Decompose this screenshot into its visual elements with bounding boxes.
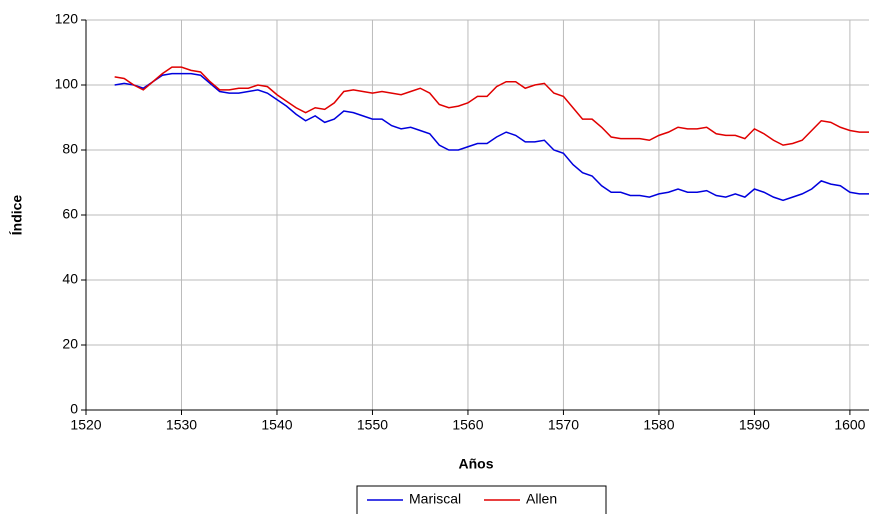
- x-tick-label: 1520: [70, 417, 101, 433]
- series-line: [114, 66, 869, 146]
- y-tick-label: 120: [55, 11, 79, 27]
- y-tick-label: 60: [62, 206, 78, 222]
- x-tick-label: 1570: [548, 417, 579, 433]
- legend-label: Allen: [526, 491, 557, 507]
- y-tick-label: 20: [62, 336, 78, 352]
- x-tick-label: 1600: [834, 417, 865, 433]
- y-tick-label: 40: [62, 271, 78, 287]
- x-tick-label: 1550: [357, 417, 388, 433]
- y-tick-label: 0: [70, 401, 78, 417]
- x-tick-label: 1530: [166, 417, 197, 433]
- series-line: [114, 72, 869, 202]
- x-tick-label: 1540: [261, 417, 292, 433]
- legend-label: Mariscal: [409, 491, 461, 507]
- y-axis-label: Índice: [9, 195, 25, 236]
- x-tick-label: 1560: [452, 417, 483, 433]
- y-tick-label: 80: [62, 141, 78, 157]
- x-tick-label: 1580: [643, 417, 674, 433]
- x-axis-label: Años: [459, 456, 494, 472]
- x-tick-label: 1590: [739, 417, 770, 433]
- y-tick-label: 100: [55, 76, 79, 92]
